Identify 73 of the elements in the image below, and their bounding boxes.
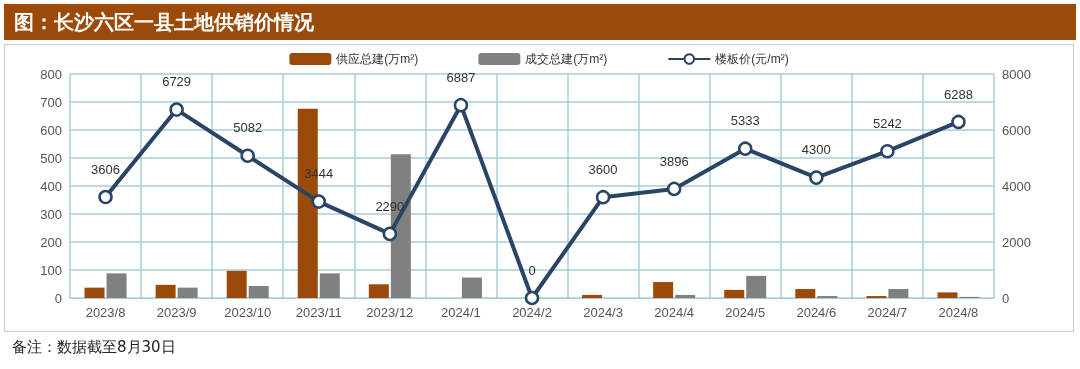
bar (368, 284, 389, 298)
data-label: 5242 (872, 115, 902, 131)
data-label: 0 (528, 262, 536, 278)
legend-label: 供应总建(万m²) (336, 52, 419, 66)
x-tick-label: 2024/8 (938, 305, 979, 320)
data-label: 6887 (446, 69, 476, 85)
bar (582, 294, 603, 298)
bar (461, 277, 482, 298)
x-tick-label: 2024/4 (654, 305, 695, 320)
x-tick-label: 2024/3 (583, 305, 623, 320)
x-tick-label: 2023/9 (156, 305, 197, 320)
data-label: 6288 (944, 86, 973, 102)
data-label: 3606 (91, 161, 120, 177)
x-tick-label: 2023/12 (366, 305, 414, 320)
bar (795, 289, 816, 298)
y-tick-label: 500 (40, 150, 62, 166)
y-tick-label: 800 (40, 66, 62, 82)
legend-label: 楼板价(元/m²) (715, 52, 789, 66)
x-tick-label: 2023/10 (224, 305, 272, 320)
data-label: 5082 (233, 120, 263, 136)
point (382, 226, 398, 242)
bar (724, 289, 745, 298)
data-label: 4300 (801, 142, 831, 158)
y2-tick-label: 0 (1002, 290, 1010, 306)
x-tick-label: 2024/2 (512, 305, 552, 320)
point (453, 97, 469, 113)
y-tick-label: 300 (40, 206, 62, 222)
x-tick-label: 2023/8 (85, 305, 126, 320)
point (951, 114, 966, 130)
data-label: 3600 (588, 161, 618, 177)
y-tick-label: 700 (40, 94, 62, 110)
data-label: 5333 (730, 113, 760, 129)
bar (675, 294, 696, 298)
point (98, 189, 113, 205)
chart-title: 图：长沙六区一县土地供销价情况 (4, 4, 1076, 40)
text: 备注：数据截至8月30日 (12, 338, 176, 357)
point (666, 181, 682, 197)
bar (84, 287, 105, 298)
point (880, 143, 895, 159)
bar (155, 284, 176, 298)
bar (248, 285, 269, 298)
data-label: 6729 (162, 74, 192, 90)
x-tick-label: 2024/6 (796, 305, 837, 320)
y2-tick-label: 4000 (1002, 178, 1031, 194)
point (169, 102, 184, 117)
bar (937, 292, 958, 298)
point (524, 290, 540, 306)
y2-tick-label: 2000 (1002, 234, 1031, 250)
x-tick-label: 2024/7 (867, 305, 908, 320)
x-tick-label: 2024/5 (725, 305, 766, 320)
data-label: 3896 (659, 153, 689, 169)
bar (226, 270, 247, 298)
y-tick-label: 400 (40, 178, 62, 194)
bar (319, 273, 340, 298)
point (595, 189, 611, 205)
y2-tick-label: 8000 (1002, 66, 1031, 82)
bar (653, 282, 674, 298)
y-tick-label: 0 (54, 290, 62, 306)
y-tick-label: 100 (40, 262, 62, 278)
bar (888, 289, 909, 298)
point (737, 141, 753, 156)
bar (106, 273, 127, 298)
y-tick-label: 600 (40, 122, 62, 138)
x-tick-label: 2024/1 (441, 305, 481, 320)
x-tick-label: 2023/11 (295, 305, 342, 320)
bar (177, 287, 198, 298)
legend-label: 成交总建(万m²) (525, 52, 608, 66)
bar (746, 275, 767, 298)
point (311, 194, 327, 209)
point (809, 170, 824, 185)
y2-tick-label: 6000 (1002, 122, 1031, 138)
point (240, 148, 255, 163)
y-tick-label: 200 (40, 234, 62, 250)
